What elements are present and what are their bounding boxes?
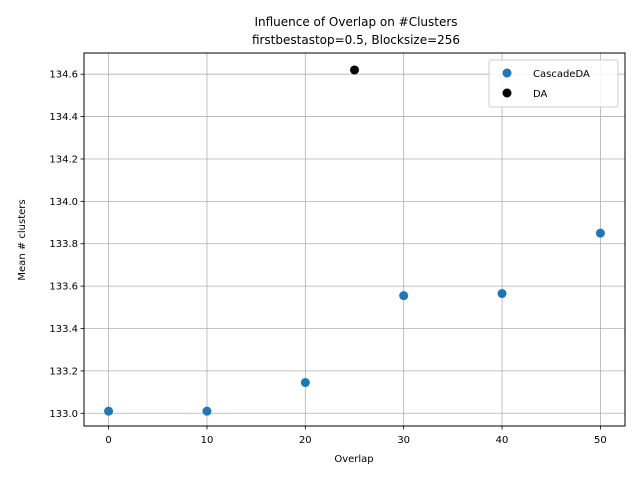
plot-frame — [83, 52, 626, 427]
y-tick-label: 133.6 — [49, 282, 78, 293]
data-point-cascadeda — [399, 291, 409, 301]
y-tick-label: 133.4 — [49, 324, 78, 335]
x-tick-label: 50 — [594, 435, 607, 446]
data-point-cascadeda — [300, 378, 310, 388]
y-tick-label: 133.2 — [49, 366, 78, 377]
chart-title: Influence of Overlap on #Clusters — [254, 15, 457, 29]
chart-subtitle: firstbestastop=0.5, Blocksize=256 — [252, 33, 460, 47]
x-tick-label: 20 — [299, 435, 312, 446]
y-axis-label: Mean # clusters — [17, 199, 28, 280]
legend-marker-da — [502, 88, 512, 98]
data-point-cascadeda — [497, 289, 507, 299]
axis-ticks: 0 10 20 30 40 50 133.0 133.2 133.4 133.6 133.8 134.… — [49, 70, 606, 446]
legend-box — [488, 59, 619, 108]
y-tick-label: 133.0 — [49, 409, 78, 420]
legend-marker-cascadeda — [502, 68, 512, 78]
x-tick-label: 40 — [496, 435, 509, 446]
data-point-cascadeda — [595, 228, 605, 238]
y-tick-label: 134.6 — [49, 70, 78, 81]
y-tick-label: 134.2 — [49, 154, 78, 165]
data-points — [104, 65, 605, 416]
y-tick-label: 134.0 — [49, 197, 78, 208]
y-tick-label: 133.8 — [49, 239, 78, 250]
legend: CascadeDA DA — [488, 59, 619, 108]
x-axis-label: Overlap — [334, 454, 373, 465]
data-point-cascadeda — [104, 406, 114, 416]
x-tick-label: 0 — [105, 435, 111, 446]
legend-label-cascadeda: CascadeDA — [533, 69, 590, 80]
legend-label-da: DA — [533, 89, 548, 100]
grid — [84, 53, 625, 426]
y-tick-label: 134.4 — [49, 112, 78, 123]
x-tick-label: 10 — [201, 435, 214, 446]
x-tick-label: 30 — [397, 435, 410, 446]
data-point-cascadeda — [202, 406, 212, 416]
data-point-da — [350, 65, 359, 75]
